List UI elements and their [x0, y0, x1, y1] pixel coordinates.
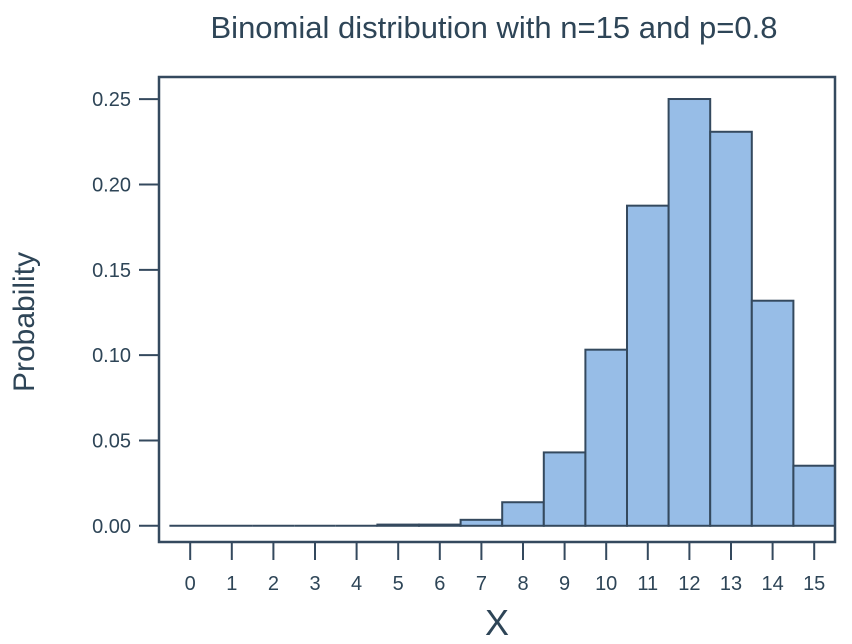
- x-tick-label: 4: [351, 573, 362, 595]
- plot-frame: [157, 75, 837, 544]
- x-axis: 0 1 2 3 4 5 6 7 8 9 10 11 12 13 14 15: [185, 542, 825, 595]
- x-tick-label: 14: [761, 573, 783, 595]
- y-tick-label: 0.15: [92, 260, 131, 282]
- x-tick-label: 11: [637, 573, 658, 595]
- bar-x-15: [792, 464, 837, 527]
- y-tick-label: 0.05: [92, 430, 131, 452]
- x-tick-label: 5: [393, 573, 404, 595]
- bar-x-9: [542, 451, 587, 527]
- bar-x-12: [667, 98, 712, 527]
- bar-x-13: [709, 130, 753, 527]
- x-tick-label: 9: [559, 573, 570, 595]
- bar-x-11: [626, 204, 670, 527]
- bar-x-7: [459, 518, 504, 527]
- x-tick-label: 7: [476, 573, 487, 595]
- x-axis-label: X: [485, 602, 509, 643]
- y-axis-label: Probability: [8, 252, 41, 392]
- chart-title: Binomial distribution with n=15 and p=0.…: [211, 10, 778, 45]
- bar-x-5: [376, 523, 420, 527]
- y-tick-label: 0.20: [92, 175, 131, 197]
- bar-x-10: [584, 348, 629, 527]
- x-tick-label: 0: [185, 573, 196, 595]
- y-tick-label: 0.10: [92, 345, 131, 367]
- x-tick-label: 15: [803, 573, 825, 595]
- x-tick-label: 8: [517, 573, 528, 595]
- x-tick-label: 6: [434, 573, 445, 595]
- x-tick-label: 3: [309, 573, 320, 595]
- bar-x-6: [418, 523, 462, 527]
- x-tick-label: 10: [595, 573, 617, 595]
- x-tick-label: 13: [720, 573, 742, 595]
- bar-x-14: [750, 299, 795, 527]
- y-tick-label: 0.00: [92, 516, 131, 538]
- y-axis: 0.00 0.05 0.10 0.15 0.20 0.25: [92, 89, 159, 538]
- bar-x-8: [501, 501, 545, 527]
- bars-group: [169, 98, 837, 527]
- y-tick-label: 0.25: [92, 89, 131, 111]
- x-tick-label: 12: [678, 573, 700, 595]
- x-tick-label: 1: [226, 573, 237, 595]
- x-tick-label: 2: [268, 573, 279, 595]
